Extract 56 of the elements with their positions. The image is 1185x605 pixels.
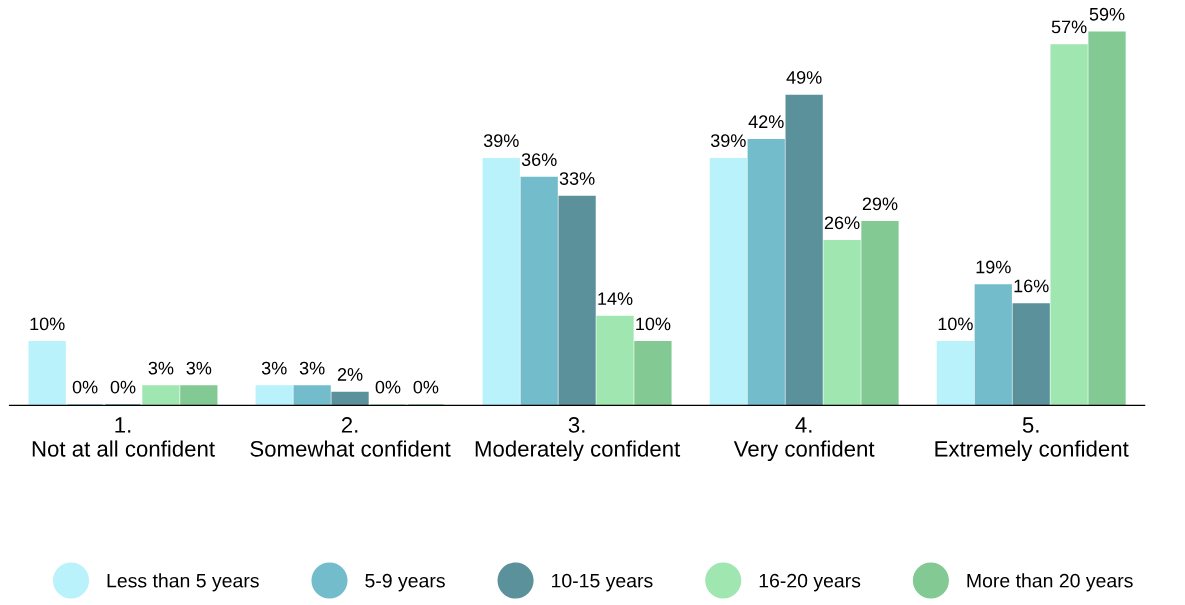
x-tick-label: 2. Somewhat confident — [250, 417, 451, 457]
data-label: 49% — [786, 71, 822, 84]
data-label: 59% — [1089, 7, 1125, 21]
data-label: 10% — [30, 317, 65, 331]
data-label: 3% — [261, 361, 287, 375]
x-tick-label: 4. Very confident — [733, 417, 875, 462]
data-label: 26% — [824, 216, 860, 230]
bar — [331, 391, 369, 406]
bar — [709, 157, 747, 406]
data-label: 0% — [375, 380, 401, 394]
bar — [482, 157, 520, 406]
bar — [785, 94, 823, 406]
bar — [558, 195, 596, 406]
x-tick-label: 5. Extremely confident — [935, 417, 1129, 462]
data-label: 57% — [1051, 20, 1087, 34]
bar — [1088, 31, 1126, 406]
bar — [1050, 44, 1088, 406]
bar — [974, 284, 1012, 406]
legend-label: 16-20 years — [759, 573, 861, 592]
data-label: 3% — [299, 361, 325, 375]
data-label: 3% — [186, 361, 212, 375]
bar — [28, 341, 66, 406]
bar — [936, 341, 974, 406]
bar — [255, 385, 293, 406]
data-label: 14% — [598, 292, 633, 305]
bar — [634, 341, 672, 406]
legend-label: 10-15 years — [552, 573, 653, 592]
data-label: 33% — [559, 172, 595, 185]
legend-label: 5-9 years — [365, 573, 445, 592]
data-label: 39% — [483, 134, 519, 148]
data-label: 0% — [413, 380, 439, 394]
bar — [520, 176, 558, 406]
data-label: 2% — [337, 368, 363, 381]
bar — [293, 385, 331, 406]
data-label: 0% — [72, 380, 98, 394]
data-label: 19% — [976, 260, 1011, 274]
x-tick-label: 3. Moderately confident — [475, 417, 681, 462]
bar — [180, 385, 218, 406]
bar — [823, 240, 861, 406]
bar — [861, 221, 899, 406]
legend-label: More than 20 years — [967, 573, 1133, 592]
data-label: 29% — [862, 197, 898, 211]
legend-label: Less than 5 years — [107, 573, 259, 592]
data-label: 0% — [110, 380, 136, 394]
data-label: 10% — [938, 317, 973, 331]
data-label: 16% — [1014, 279, 1049, 293]
data-label: 10% — [636, 317, 671, 331]
bar — [142, 385, 180, 406]
x-tick-label: 1. Not at all confident — [32, 417, 215, 457]
bar — [747, 138, 785, 406]
bar — [596, 315, 634, 406]
data-label: 3% — [148, 361, 174, 375]
data-label: 36% — [521, 153, 557, 166]
data-label: 42% — [748, 115, 784, 128]
data-label: 39% — [710, 134, 746, 148]
bar — [1012, 303, 1050, 406]
